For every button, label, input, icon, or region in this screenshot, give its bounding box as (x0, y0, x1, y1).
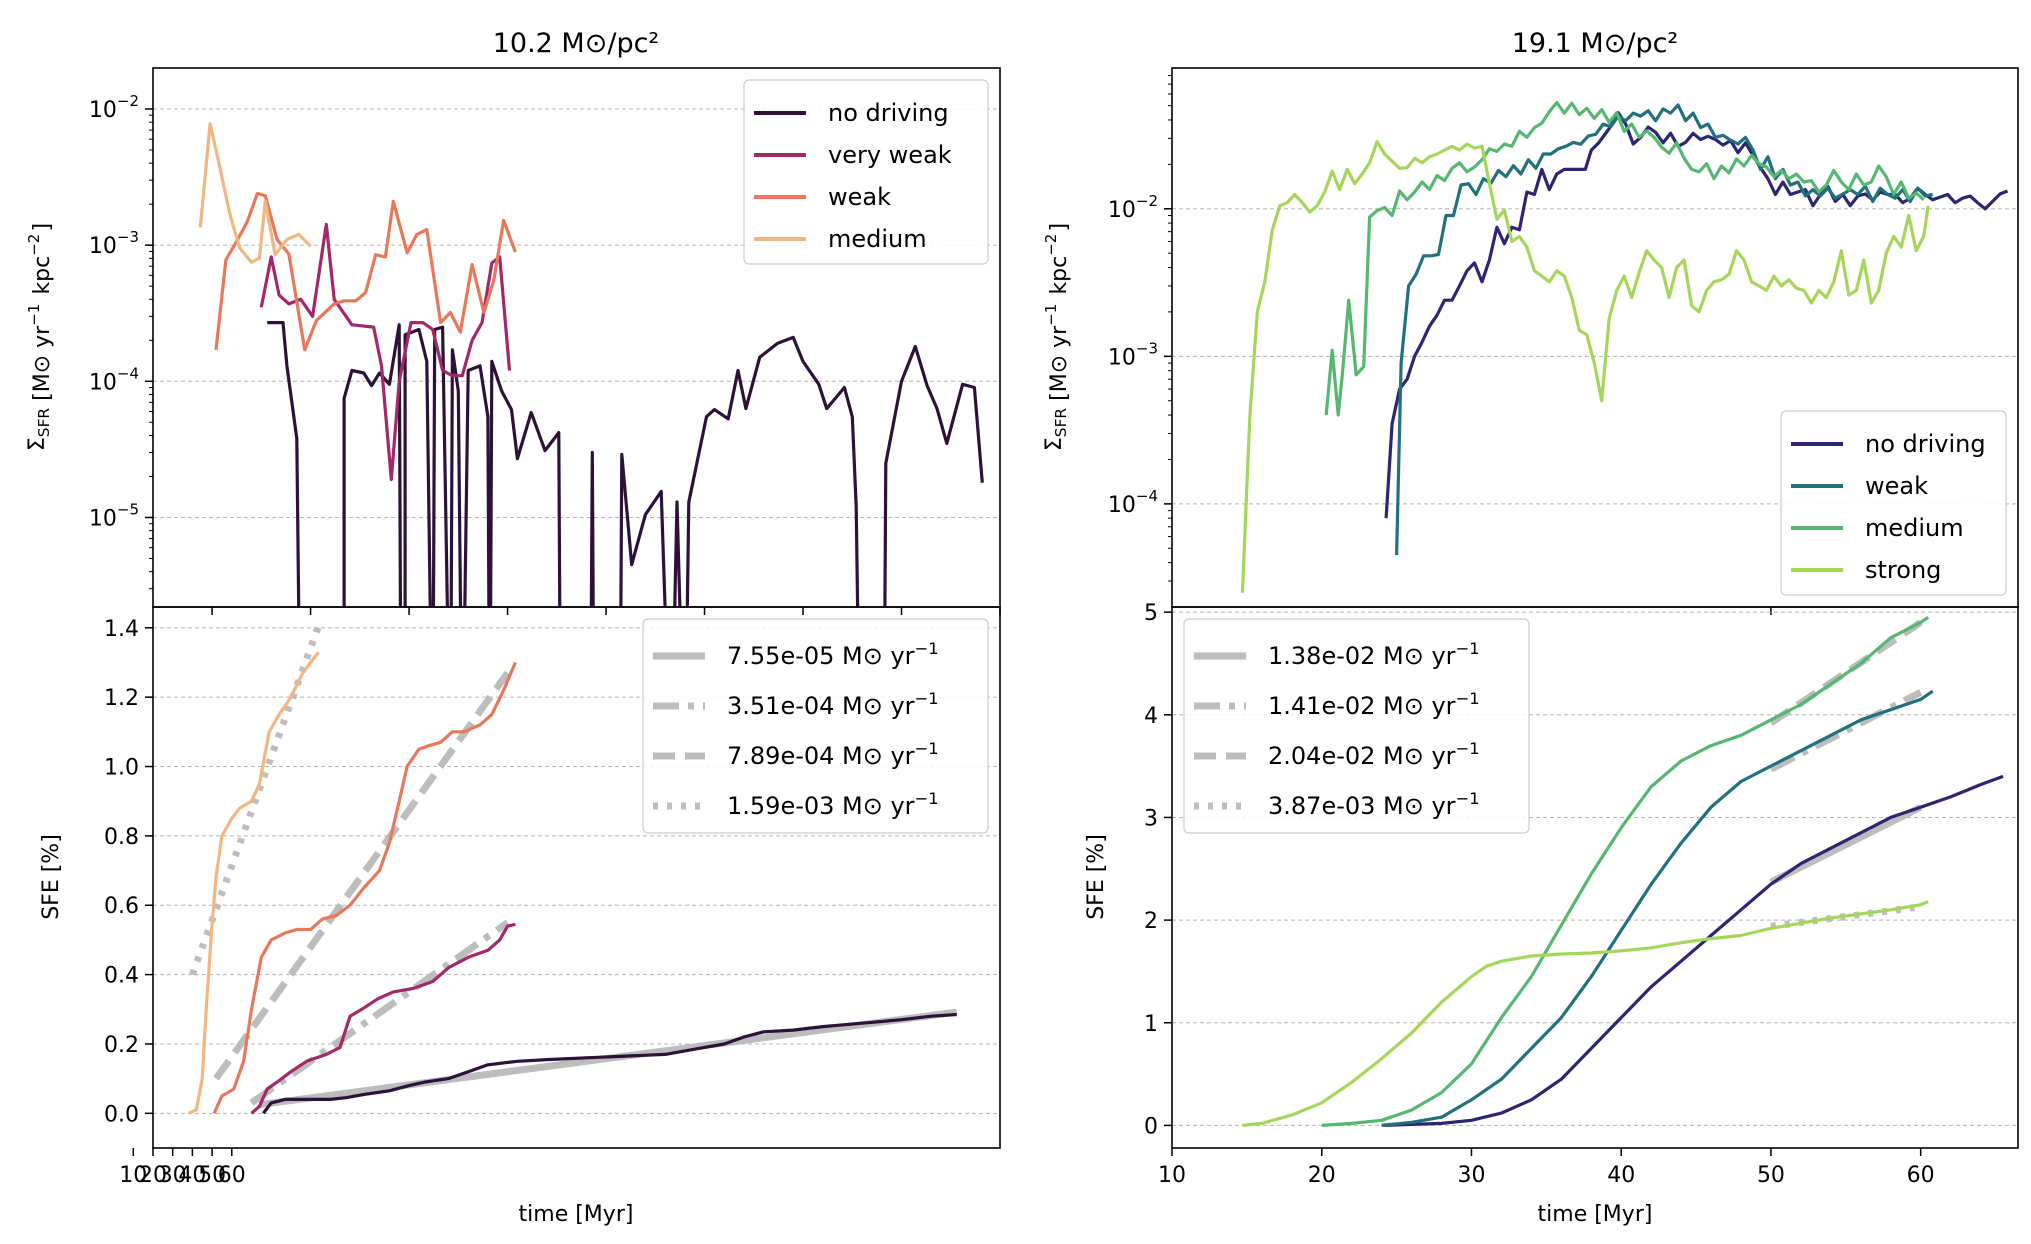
legend-label: strong (1865, 556, 1941, 584)
x-tick-label: 20 (139, 1163, 167, 1188)
left-column-title: 10.2 M⊙/pc² (493, 28, 660, 59)
legend-label: 3.87e-03 M⊙ yr−1 (1268, 789, 1482, 820)
y-tick-label: 0.2 (104, 1033, 139, 1058)
fit-line (249, 919, 510, 1106)
legend-label: no driving (1865, 430, 1986, 458)
x-tick-label: 10 (119, 1163, 147, 1188)
legend-label: weak (828, 183, 891, 211)
y-tick-label: 2 (1144, 909, 1158, 934)
legend-label: medium (1865, 514, 1964, 542)
x-tick-label: 50 (1757, 1163, 1785, 1188)
series-line-medium (187, 651, 320, 1115)
y-axis-label: SFE [%] (1084, 834, 1109, 920)
series-line-very-weak (259, 222, 512, 482)
x-axis-label: time [Myr] (519, 1202, 634, 1227)
legend-label: weak (1865, 472, 1928, 500)
x-tick-label: 60 (218, 1163, 246, 1188)
panel-bottom-right: 0 1 2 3 4 5 10 20 30 40 50 60 SFE [%] time [Myr] 1.… (1084, 601, 2019, 1227)
legend-box (1183, 618, 1530, 834)
legend-label: medium (828, 225, 927, 253)
series-line-strong (1242, 900, 1929, 1127)
series-line-strong (1240, 140, 1930, 593)
legend-label: very weak (828, 141, 952, 169)
y-tick-label: 5 (1144, 601, 1158, 626)
legend-label: 3.51e-04 M⊙ yr−1 (727, 689, 941, 720)
y-tick-label: 0.4 (104, 964, 139, 989)
x-tick-label: 30 (159, 1163, 187, 1188)
series-line-medium (1324, 100, 1925, 417)
x-tick-label: 30 (1457, 1163, 1485, 1188)
legend-label: 1.38e-02 M⊙ yr−1 (1268, 639, 1482, 670)
series-line-no-driving (267, 321, 984, 607)
x-tick-label: 10 (1158, 1163, 1186, 1188)
series-line-no-driving (1384, 111, 2009, 519)
fit-line (1769, 689, 1923, 773)
x-tick-label: 40 (178, 1163, 206, 1188)
axes-frame (1171, 606, 2019, 1149)
y-tick-label: 0.6 (104, 894, 139, 919)
y-axis-label: ΣSFR [M⊙ yr−1 kpc−2 ] (1042, 223, 1072, 451)
y-tick-label: 1.2 (104, 686, 139, 711)
series-line-no-driving (1384, 774, 2004, 1127)
legend-label: no driving (828, 99, 949, 127)
legend-label: 7.55e-05 M⊙ yr−1 (727, 639, 941, 670)
axes-frame (152, 606, 1001, 1149)
y-tick-label: 1 (1144, 1012, 1158, 1037)
series-line-weak (1395, 103, 1934, 556)
legend-box (743, 79, 989, 265)
y-tick-label: 10−2 (89, 92, 139, 123)
series-line-very-weak (250, 922, 516, 1115)
series-line-medium (198, 122, 312, 264)
y-tick-label: 10−4 (89, 364, 139, 395)
series-line-weak (212, 661, 517, 1114)
legend-box (642, 618, 989, 834)
legend-box (1780, 410, 2007, 596)
fit-line (1769, 804, 1923, 886)
x-tick-label: 50 (198, 1163, 226, 1188)
legend-label: 1.41e-02 M⊙ yr−1 (1268, 689, 1482, 720)
y-tick-label: 1.4 (104, 617, 139, 642)
series-line-weak (214, 191, 517, 352)
y-tick-label: 0.0 (104, 1102, 139, 1127)
y-tick-label: 10−3 (1108, 339, 1158, 370)
x-tick-label: 40 (1607, 1163, 1635, 1188)
y-tick-label: 0.8 (104, 825, 139, 850)
series-line-weak (1381, 689, 1934, 1127)
legend-label: 1.59e-03 M⊙ yr−1 (727, 789, 941, 820)
y-tick-label: 0 (1144, 1114, 1158, 1139)
y-tick-label: 4 (1144, 704, 1158, 729)
y-tick-label: 10−3 (89, 228, 139, 259)
legend-label: 7.89e-04 M⊙ yr−1 (727, 739, 941, 770)
fit-line (213, 670, 511, 1081)
y-tick-label: 10−2 (1108, 192, 1158, 223)
x-tick-label: 60 (1907, 1163, 1935, 1188)
y-tick-label: 10−4 (1108, 487, 1158, 518)
panel-top-right: 10−4 10−3 10−2 ΣSFR [M⊙ yr−1 kpc−2 ] no dr… (1042, 67, 2019, 615)
series-line-no-driving (262, 1012, 957, 1115)
panel-top-left: 10−5 10−4 10−3 10−2 ΣSFR [M⊙ yr−1 kpc−2 ] n… (25, 67, 1001, 615)
x-axis-label: time [Myr] (1538, 1202, 1653, 1227)
right-column-title: 19.1 M⊙/pc² (1512, 28, 1679, 59)
y-axis-label: SFE [%] (39, 834, 64, 920)
legend-label: 2.04e-02 M⊙ yr−1 (1268, 739, 1482, 770)
x-tick-label: 20 (1308, 1163, 1336, 1188)
y-tick-label: 3 (1144, 806, 1158, 831)
series-line-medium (1321, 615, 1930, 1127)
y-tick-label: 1.0 (104, 756, 139, 781)
y-axis-label: ΣSFR [M⊙ yr−1 kpc−2 ] (25, 223, 55, 451)
y-tick-label: 10−5 (89, 500, 139, 531)
